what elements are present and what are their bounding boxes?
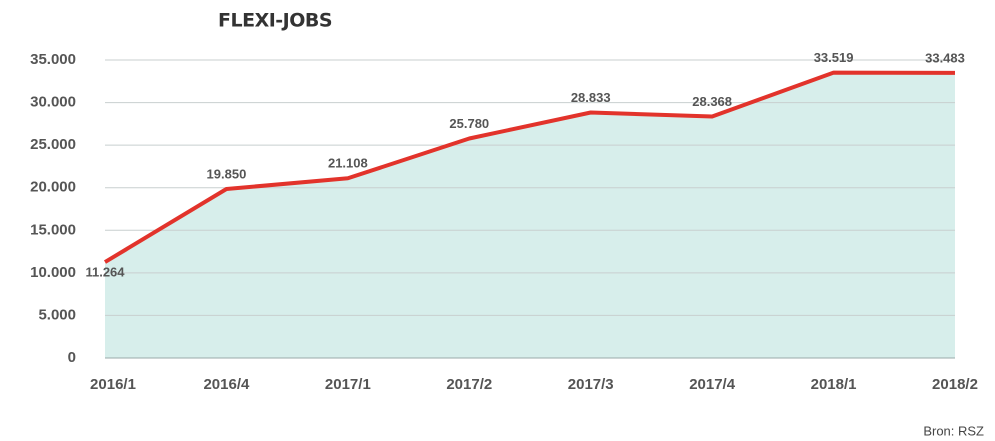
x-tick-label: 2017/2 <box>446 376 492 393</box>
x-tick-label: 2017/3 <box>568 376 614 393</box>
source: Bron: RSZ <box>923 423 984 438</box>
data-label: 33.519 <box>814 50 854 65</box>
y-tick-label: 15.000 <box>30 221 76 238</box>
y-tick-label: 20.000 <box>30 179 76 196</box>
chart-title: FLEXI-JOBS <box>218 10 332 32</box>
y-tick-label: 25.000 <box>30 136 76 153</box>
y-tick-label: 10.000 <box>30 264 76 281</box>
data-label: 28.368 <box>692 94 732 109</box>
y-tick-label: 5.000 <box>38 306 76 323</box>
x-tick-label: 2017/1 <box>325 376 371 393</box>
data-label: 33.483 <box>925 50 965 65</box>
x-tick-label: 2016/1 <box>90 376 136 393</box>
x-tick-label: 2016/4 <box>203 376 250 393</box>
line <box>103 70 956 264</box>
data-label: 25.780 <box>449 116 489 131</box>
y-tick-label: 35.000 <box>30 51 76 68</box>
x-tick-label: 2018/1 <box>811 376 857 393</box>
y-tick-label: 30.000 <box>30 94 76 111</box>
x-tick-label: 2017/4 <box>689 376 736 393</box>
data-label: 11.264 <box>85 265 125 280</box>
area <box>105 72 955 359</box>
y-tick-label: 0 <box>68 349 76 366</box>
data-label: 19.850 <box>207 166 247 181</box>
x-tick-label: 2018/2 <box>932 376 978 393</box>
data-label: 28.833 <box>571 90 611 105</box>
data-label: 21.108 <box>328 156 368 171</box>
